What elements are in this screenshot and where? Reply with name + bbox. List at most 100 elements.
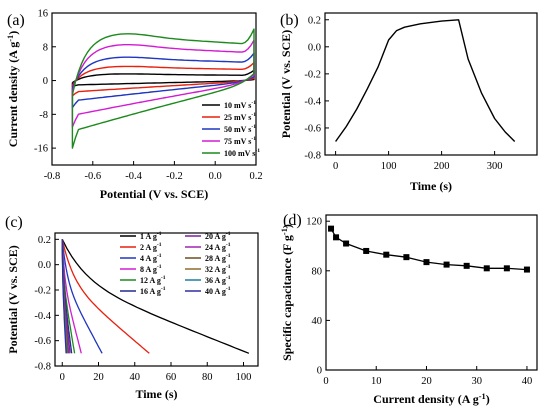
data-point-marker xyxy=(363,247,370,254)
panel-label: (b) xyxy=(280,12,299,29)
y-tick-label: 0 xyxy=(317,366,322,377)
y-tick-label: 0.0 xyxy=(38,260,51,271)
panel-label: (a) xyxy=(7,12,25,29)
x-tick-label: 300 xyxy=(487,161,503,172)
y-tick-label: -0.6 xyxy=(304,123,321,134)
cv-curve xyxy=(71,69,255,88)
legend-label: 8 A g-1 xyxy=(140,264,162,274)
data-point-marker xyxy=(503,265,510,272)
y-tick-label: -0.2 xyxy=(34,286,51,297)
y-tick-label: 40 xyxy=(312,316,323,327)
x-tick-label: 30 xyxy=(471,376,482,387)
y-tick-label: 16 xyxy=(38,9,49,20)
legend-label: 100 mV s-1 xyxy=(224,148,260,158)
y-tick-label: -8 xyxy=(39,110,48,121)
panel-b: 0 100 200 300 -0.8 -0.6 -0.4 -0.2 0.0 0.2 (b) Time … xyxy=(279,12,538,193)
y-tick-label: -0.4 xyxy=(304,96,321,107)
y-tick-label: 0.2 xyxy=(38,235,51,246)
data-point-marker xyxy=(443,261,450,268)
x-tick-label: 0.0 xyxy=(209,171,222,182)
legend-label: 12 A g-1 xyxy=(140,275,166,285)
legend-label: 75 mV s-1 xyxy=(224,136,256,146)
y-tick-label: 0.2 xyxy=(308,15,321,26)
discharge-curve xyxy=(61,239,103,354)
x-tick-label: 80 xyxy=(202,372,213,383)
x-axis-label: Time (s) xyxy=(410,179,452,193)
x-axis-label: Potential (V vs. SCE) xyxy=(100,187,208,201)
y-axis-label: Potential (V vs. SCE) xyxy=(279,30,293,138)
panel-label: (d) xyxy=(283,212,302,229)
legend-label: 40 A g-1 xyxy=(205,286,231,296)
y-tick-label: 0 xyxy=(43,76,48,87)
axes-frame xyxy=(325,214,538,371)
legend-label: 36 A g-1 xyxy=(205,275,231,285)
y-tick-label: -0.8 xyxy=(34,362,51,373)
x-tick-label: 0 xyxy=(323,376,328,387)
x-tick-label: 20 xyxy=(421,376,432,387)
data-point-marker xyxy=(403,254,410,261)
data-point-marker xyxy=(328,225,335,232)
y-tick-label: -0.8 xyxy=(304,151,321,162)
x-tick-label: 40 xyxy=(130,372,141,383)
x-tick-label: 100 xyxy=(236,372,252,383)
y-tick-label: 8 xyxy=(43,42,48,53)
cv-curve xyxy=(71,61,255,97)
x-axis-label: Current density (A g-1) xyxy=(373,392,489,406)
panel-label: (c) xyxy=(5,214,23,231)
x-tick-label: 0.2 xyxy=(249,171,262,182)
panel-d: 0 10 20 30 40 0 40 80 120 (d) Current density (A g… xyxy=(280,212,538,406)
data-point-marker xyxy=(343,240,350,247)
y-tick-label: -0.2 xyxy=(304,69,321,80)
legend-label: 32 A g-1 xyxy=(205,264,231,274)
legend-label: 16 A g-1 xyxy=(140,286,166,296)
y-tick-label: 120 xyxy=(306,217,322,228)
legend-label: 20 A g-1 xyxy=(205,231,231,241)
discharge-curve xyxy=(61,239,150,354)
y-tick-label: -0.6 xyxy=(34,336,51,347)
cv-curve xyxy=(71,28,255,149)
x-tick-label: -0.8 xyxy=(44,171,61,182)
x-tick-label: -0.6 xyxy=(84,171,101,182)
x-tick-label: -0.2 xyxy=(166,171,183,182)
data-point-marker xyxy=(523,266,530,273)
cv-curve xyxy=(71,52,255,109)
x-tick-label: 200 xyxy=(434,161,450,172)
y-tick-label: 80 xyxy=(312,266,323,277)
discharge-curve xyxy=(61,239,250,354)
x-tick-label: 0 xyxy=(60,372,65,383)
x-tick-label: -0.4 xyxy=(125,171,142,182)
axes-frame xyxy=(324,12,538,156)
axes-frame xyxy=(54,232,259,367)
legend-label: 1 A g-1 xyxy=(140,231,162,241)
x-tick-label: 40 xyxy=(522,376,533,387)
legend-label: 10 mV s-1 xyxy=(224,100,256,110)
y-tick-label: -0.4 xyxy=(34,311,51,322)
x-axis-label: Time (s) xyxy=(135,387,177,401)
legend-label: 2 A g-1 xyxy=(140,242,162,252)
x-tick-label: 60 xyxy=(166,372,177,383)
y-axis-label: Specific capacitance (F g-1) xyxy=(280,224,294,361)
panel-a: -0.8 -0.6 -0.4 -0.2 0.0 0.2 -16 -8 0 8 16 10 mV s-1… xyxy=(6,9,263,202)
axes-frame xyxy=(51,12,257,166)
y-axis-label: Current density (A g-1) xyxy=(6,31,20,147)
legend-label: 50 mV s-1 xyxy=(224,124,256,134)
x-tick-label: 20 xyxy=(93,372,104,383)
data-point-marker xyxy=(383,251,390,258)
discharge-curve xyxy=(61,239,67,354)
x-tick-label: 0 xyxy=(333,161,338,172)
cv-curve xyxy=(71,39,255,128)
legend-label: 28 A g-1 xyxy=(205,253,231,263)
y-axis-label: Potential (V vs. SCE) xyxy=(6,245,20,353)
discharge-curve xyxy=(61,239,82,354)
data-point-marker xyxy=(423,259,430,266)
legend-label: 25 mV s-1 xyxy=(224,112,256,122)
legend-label: 4 A g-1 xyxy=(140,253,162,263)
x-tick-label: 10 xyxy=(371,376,382,387)
data-point-marker xyxy=(333,234,340,241)
data-point-marker xyxy=(463,262,470,269)
gcd-curve xyxy=(335,19,516,142)
x-tick-label: 100 xyxy=(381,161,397,172)
y-tick-label: 0.0 xyxy=(308,42,321,53)
panel-c: 0 20 40 60 80 100 -0.8 -0.6 -0.4 -0.2 0.0 0.2 1 A g-… xyxy=(5,214,259,401)
